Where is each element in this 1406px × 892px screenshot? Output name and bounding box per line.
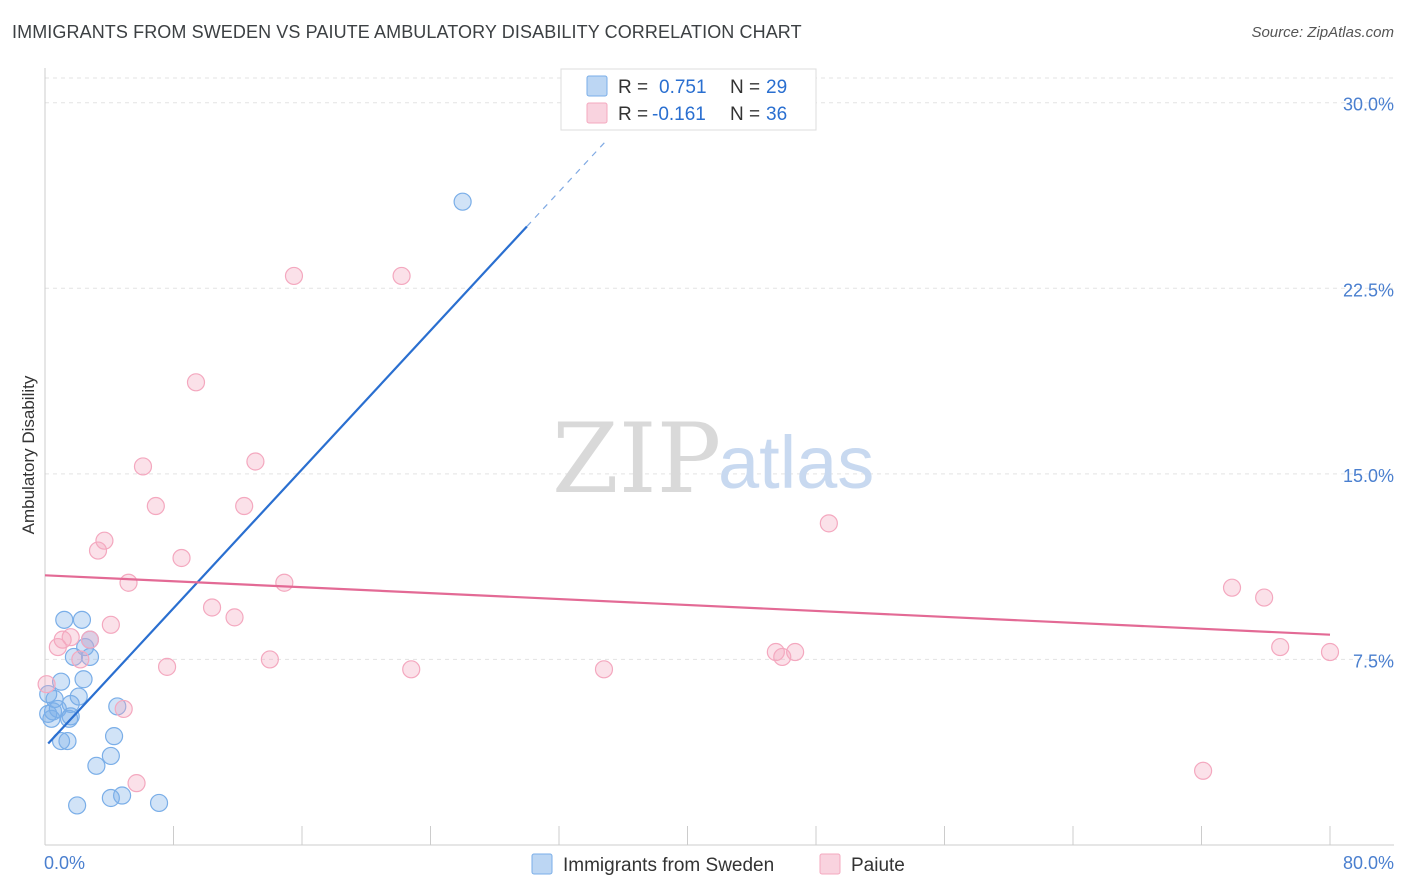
sweden-point <box>68 796 87 815</box>
sweden-point <box>55 610 74 629</box>
watermark: ZIP atlas <box>552 403 874 515</box>
sweden-point <box>104 727 124 746</box>
paiute-point <box>88 541 108 560</box>
stats-legend: R = 0.751 N = 29 R = -0.161 N = 36 <box>560 68 817 131</box>
sweden-point <box>72 610 92 629</box>
sweden-point <box>101 746 120 766</box>
x-tick-label-min: 0.0% <box>44 853 85 873</box>
paiute-point <box>37 675 56 694</box>
paiute-point <box>1320 642 1340 662</box>
sweden-point <box>58 731 77 751</box>
paiute-point <box>225 608 244 627</box>
paiute-point <box>284 266 304 286</box>
trendline-sweden-extension <box>526 139 608 227</box>
series-legend-swatch-paiute <box>819 853 841 875</box>
paiute-point <box>127 774 146 793</box>
legend-n-label-sweden: N = <box>730 77 760 98</box>
paiute-point <box>275 573 294 592</box>
y-tick-label: 30.0% <box>1343 95 1394 115</box>
watermark-atlas: atlas <box>718 421 874 504</box>
sweden-point <box>51 672 71 691</box>
chart-title: IMMIGRANTS FROM SWEDEN VS PAIUTE AMBULAT… <box>12 22 802 42</box>
legend-r-label-sweden: R = <box>618 77 648 98</box>
sweden-point <box>101 788 120 808</box>
y-tick-label: 22.5% <box>1343 280 1394 300</box>
paiute-point <box>1255 588 1274 607</box>
y-tick-label: 7.5% <box>1353 651 1394 671</box>
sweden-point <box>149 793 169 813</box>
paiute-point <box>146 496 165 516</box>
legend-swatch-sweden <box>586 75 608 97</box>
paiute-point <box>186 373 206 392</box>
paiute-point <box>246 452 265 471</box>
series-legend-label-paiute: Paiute <box>851 855 905 876</box>
paiute-point <box>235 496 254 516</box>
data-points <box>37 192 1340 815</box>
legend-n-value-paiute: 36 <box>766 104 787 125</box>
paiute-point <box>80 630 100 649</box>
sweden-point <box>87 756 106 775</box>
legend-r-label-paiute: R = <box>618 104 648 125</box>
y-tick-label: 15.0% <box>1343 466 1394 486</box>
series-legend-swatch-sweden <box>531 853 553 875</box>
paiute-point <box>402 660 421 679</box>
y-axis-title: Ambulatory Disability <box>19 375 38 534</box>
paiute-point <box>1271 637 1290 657</box>
paiute-point <box>95 531 114 550</box>
paiute-point <box>133 457 153 476</box>
paiute-point <box>101 615 120 634</box>
paiute-point <box>61 628 80 647</box>
paiute-point <box>202 598 222 617</box>
paiute-point <box>819 514 838 533</box>
trendline-sweden <box>47 225 528 745</box>
sweden-point <box>453 192 472 211</box>
legend-swatch-paiute <box>586 102 608 124</box>
legend-n-value-sweden: 29 <box>766 77 787 98</box>
paiute-point <box>71 650 90 669</box>
series-legend: Immigrants from Sweden Paiute <box>531 853 905 876</box>
sweden-point <box>39 704 58 723</box>
x-tick-label-max: 80.0% <box>1343 853 1394 873</box>
sweden-point <box>112 786 132 805</box>
watermark-zip: ZIP <box>552 403 721 515</box>
sweden-point <box>42 709 61 728</box>
trendline-paiute <box>44 574 1331 636</box>
y-tick-labels: 7.5% 15.0% 22.5% 30.0% <box>1343 95 1394 672</box>
sweden-point <box>51 731 71 751</box>
legend-r-value-paiute: -0.161 <box>652 104 706 125</box>
sweden-point <box>74 670 93 689</box>
paiute-point <box>594 660 614 679</box>
source-label: Source: ZipAtlas.com <box>1251 24 1394 41</box>
legend-r-value-sweden: 0.751 <box>659 77 707 98</box>
paiute-point <box>392 266 411 286</box>
paiute-point <box>1222 578 1242 597</box>
paiute-point <box>260 650 279 669</box>
paiute-point <box>1194 761 1213 780</box>
trendlines <box>44 139 1331 745</box>
legend-n-label-paiute: N = <box>730 104 760 125</box>
axes <box>44 68 1394 846</box>
paiute-point <box>786 642 805 662</box>
paiute-point <box>119 573 138 592</box>
paiute-point <box>114 699 133 719</box>
series-legend-label-sweden: Immigrants from Sweden <box>563 855 774 876</box>
paiute-point <box>172 548 191 568</box>
paiute-point <box>157 657 177 676</box>
gridlines <box>45 77 1394 660</box>
sweden-point <box>69 687 88 706</box>
sweden-point <box>61 707 80 726</box>
